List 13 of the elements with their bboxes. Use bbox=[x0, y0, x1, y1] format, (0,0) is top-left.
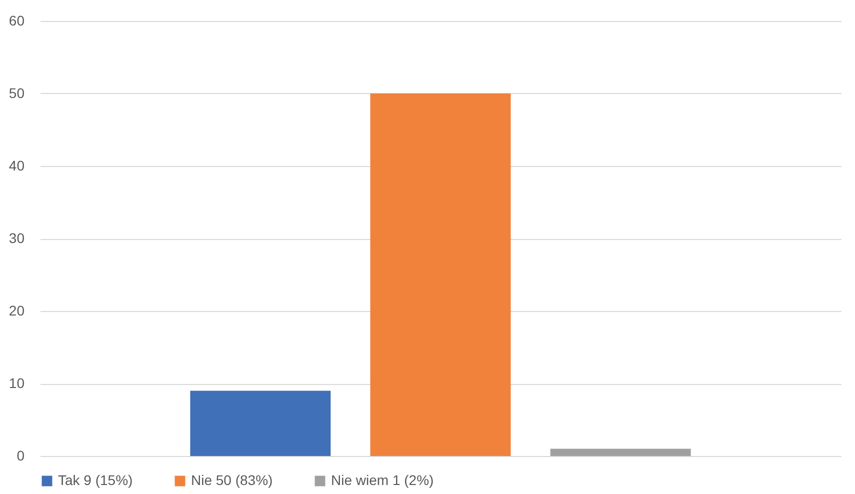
bar bbox=[550, 448, 691, 456]
y-tick-label: 30 bbox=[8, 230, 25, 246]
y-tick-label: 50 bbox=[8, 85, 25, 101]
legend-label: Nie 50 (83%) bbox=[191, 472, 273, 488]
bar bbox=[370, 94, 511, 456]
bar bbox=[190, 390, 331, 456]
y-tick-label: 40 bbox=[8, 158, 25, 174]
legend-label: Tak 9 (15%) bbox=[58, 472, 133, 488]
y-tick-label: 10 bbox=[8, 375, 25, 391]
y-tick-label: 20 bbox=[8, 302, 25, 318]
y-tick-label: 60 bbox=[8, 12, 25, 28]
y-tick-label: 0 bbox=[16, 448, 25, 464]
legend-label: Nie wiem 1 (2%) bbox=[331, 472, 434, 488]
